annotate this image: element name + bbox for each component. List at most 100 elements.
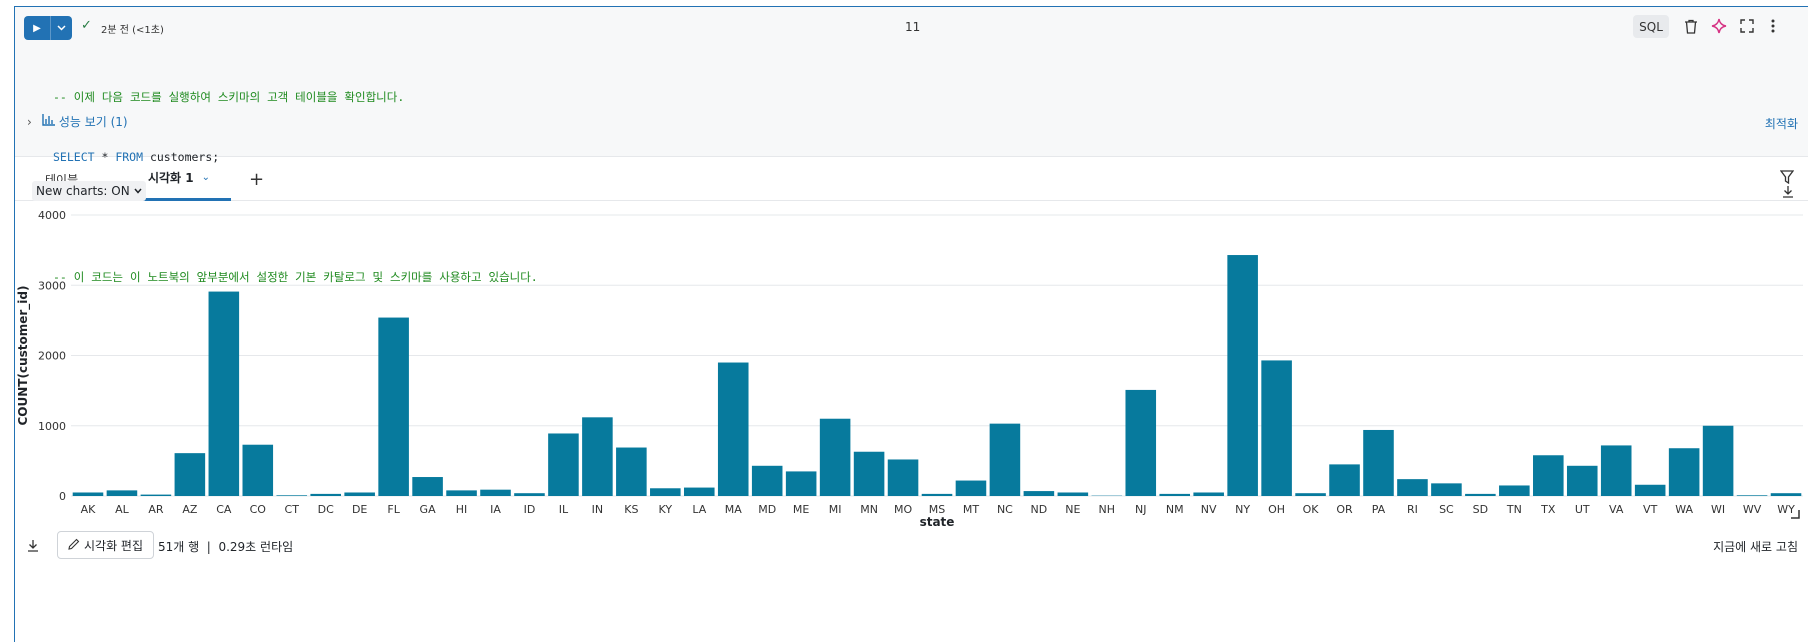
x-tick-label: RI <box>1407 503 1418 516</box>
y-tick-label: 4000 <box>38 209 66 222</box>
x-tick-label: ND <box>1031 503 1048 516</box>
y-axis-label: COUNT(customer_id) <box>16 286 31 426</box>
optimize-link[interactable]: 최적화 <box>1764 117 1798 131</box>
pencil-icon <box>68 538 80 553</box>
add-tab-button[interactable]: + <box>249 168 265 190</box>
x-tick-label: AK <box>81 503 97 516</box>
y-tick-label: 1000 <box>38 420 66 433</box>
x-tick-label: MS <box>929 503 945 516</box>
x-tick-label: WI <box>1711 503 1725 516</box>
y-tick-label: 2000 <box>38 350 66 363</box>
x-tick-label: CO <box>250 503 267 516</box>
x-tick-label: AZ <box>182 503 198 516</box>
result-footer: 시각화 편집 51개 행 | 0.29초 런타임 지금에 새로 고침 <box>15 531 1808 561</box>
bar-ia <box>480 489 511 496</box>
code-comment-line: -- 이 코드는 이 노트북의 앞부분에서 설정한 기본 카탈로그 및 스키마를… <box>53 270 538 284</box>
chevron-down-icon[interactable]: ⌄ <box>201 172 211 183</box>
bar-tx <box>1533 455 1564 496</box>
code-block[interactable]: -- 이제 다음 코드를 실행하여 스키마의 고객 테이블을 확인합니다. SE… <box>53 47 538 327</box>
trash-icon[interactable] <box>1681 16 1701 36</box>
new-charts-label: New charts: ON <box>36 184 130 198</box>
assistant-sparkle-icon[interactable] <box>1709 16 1729 36</box>
download-icon[interactable] <box>1782 183 1794 202</box>
x-tick-label: VT <box>1643 503 1658 516</box>
bar-de <box>344 492 375 496</box>
divider <box>50 16 51 40</box>
x-tick-label: SD <box>1473 503 1488 516</box>
edit-visualization-button[interactable]: 시각화 편집 <box>57 531 155 559</box>
x-tick-label: VA <box>1609 503 1624 516</box>
x-tick-label: NC <box>997 503 1013 516</box>
x-tick-label: OH <box>1268 503 1285 516</box>
y-tick-label: 3000 <box>38 279 66 292</box>
bar-id <box>514 493 545 496</box>
bar-chart: 0 1000 2000 3000 4000 AK AL AR AZ CA CO CT DC DE FL GA H… <box>16 209 1803 529</box>
more-options-icon[interactable] <box>1763 16 1783 36</box>
bar-ks <box>616 447 647 496</box>
x-tick-label: NE <box>1065 503 1080 516</box>
download-icon[interactable] <box>27 537 39 556</box>
bar-il <box>548 433 579 496</box>
x-tick-label: MA <box>725 503 742 516</box>
language-badge[interactable]: SQL <box>1633 15 1669 38</box>
x-tick-label: DC <box>318 503 334 516</box>
new-charts-toggle[interactable]: New charts: ON <box>32 181 146 201</box>
bar-az <box>174 453 206 496</box>
x-tick-label: DE <box>352 503 367 516</box>
bar-ny <box>1227 255 1258 496</box>
code-sql-line: SELECT * FROM customers; <box>53 147 538 167</box>
bar-nv <box>1193 492 1224 496</box>
x-tick-label: AL <box>115 503 130 516</box>
bar-me <box>785 471 817 496</box>
x-tick-label: MN <box>860 503 878 516</box>
x-tick-label: NV <box>1201 503 1217 516</box>
bar-wv <box>1736 495 1768 496</box>
bar-fl <box>378 317 409 496</box>
run-button[interactable]: ▶ <box>24 16 72 40</box>
x-tick-label: IL <box>559 503 569 516</box>
bar-nd <box>1023 491 1055 496</box>
code-editor[interactable]: ▶ ✓ 2분 전 (<1초) 11 SQL -- 이제 다음 코드를 실행하여 … <box>15 7 1808 284</box>
x-tick-label: KY <box>659 503 673 516</box>
bar-wy <box>1770 493 1802 496</box>
x-tick-label: AR <box>148 503 164 516</box>
bar-sd <box>1465 493 1496 496</box>
bar-ca <box>208 291 240 496</box>
performance-label[interactable]: 성능 보기 (1) <box>58 115 128 129</box>
x-tick-label: NM <box>1166 503 1184 516</box>
bar-ky <box>650 488 681 496</box>
chevron-down-icon[interactable] <box>51 23 72 34</box>
x-tick-label: MT <box>963 503 979 516</box>
bar-ak <box>72 492 104 496</box>
x-tick-label: NJ <box>1135 503 1146 516</box>
performance-toggle[interactable]: › 성능 보기 (1) <box>27 113 128 130</box>
x-tick-label: SC <box>1439 503 1454 516</box>
result-meta: 51개 행 | 0.29초 런타임 <box>158 540 294 554</box>
bar-ok <box>1295 493 1326 496</box>
code-comment-line: -- 이제 다음 코드를 실행하여 스키마의 고객 테이블을 확인합니다. <box>53 90 405 104</box>
refresh-link[interactable]: 지금에 새로 고침 <box>1713 540 1798 554</box>
bar-md <box>751 465 783 496</box>
bar-ut <box>1566 465 1598 496</box>
play-icon[interactable]: ▶ <box>33 22 41 34</box>
tab-visualization-1[interactable]: 시각화 1 ⌄ <box>127 157 231 201</box>
run-status: 2분 전 (<1초) <box>101 25 164 36</box>
cell-number: 11 <box>905 20 921 34</box>
x-tick-label: ID <box>524 503 536 516</box>
resize-handle-icon <box>1791 510 1800 519</box>
x-tick-label: WY <box>1777 503 1795 516</box>
notebook-cell: ▶ ✓ 2분 전 (<1초) 11 SQL -- 이제 다음 코드를 실행하여 … <box>14 6 1808 642</box>
bar-va <box>1600 445 1632 496</box>
filter-icon[interactable] <box>1779 169 1795 188</box>
x-tick-label: GA <box>420 503 437 516</box>
x-tick-label: MO <box>894 503 912 516</box>
fullscreen-icon[interactable] <box>1737 16 1757 36</box>
x-tick-label: WA <box>1675 503 1693 516</box>
x-tick-label: IN <box>592 503 603 516</box>
check-icon: ✓ <box>81 18 92 33</box>
bar-ri <box>1397 479 1428 496</box>
chevron-right-icon[interactable]: › <box>27 114 32 129</box>
x-tick-label: TX <box>1540 503 1556 516</box>
x-tick-label: MI <box>829 503 842 516</box>
sql-keyword: SELECT <box>53 150 95 164</box>
